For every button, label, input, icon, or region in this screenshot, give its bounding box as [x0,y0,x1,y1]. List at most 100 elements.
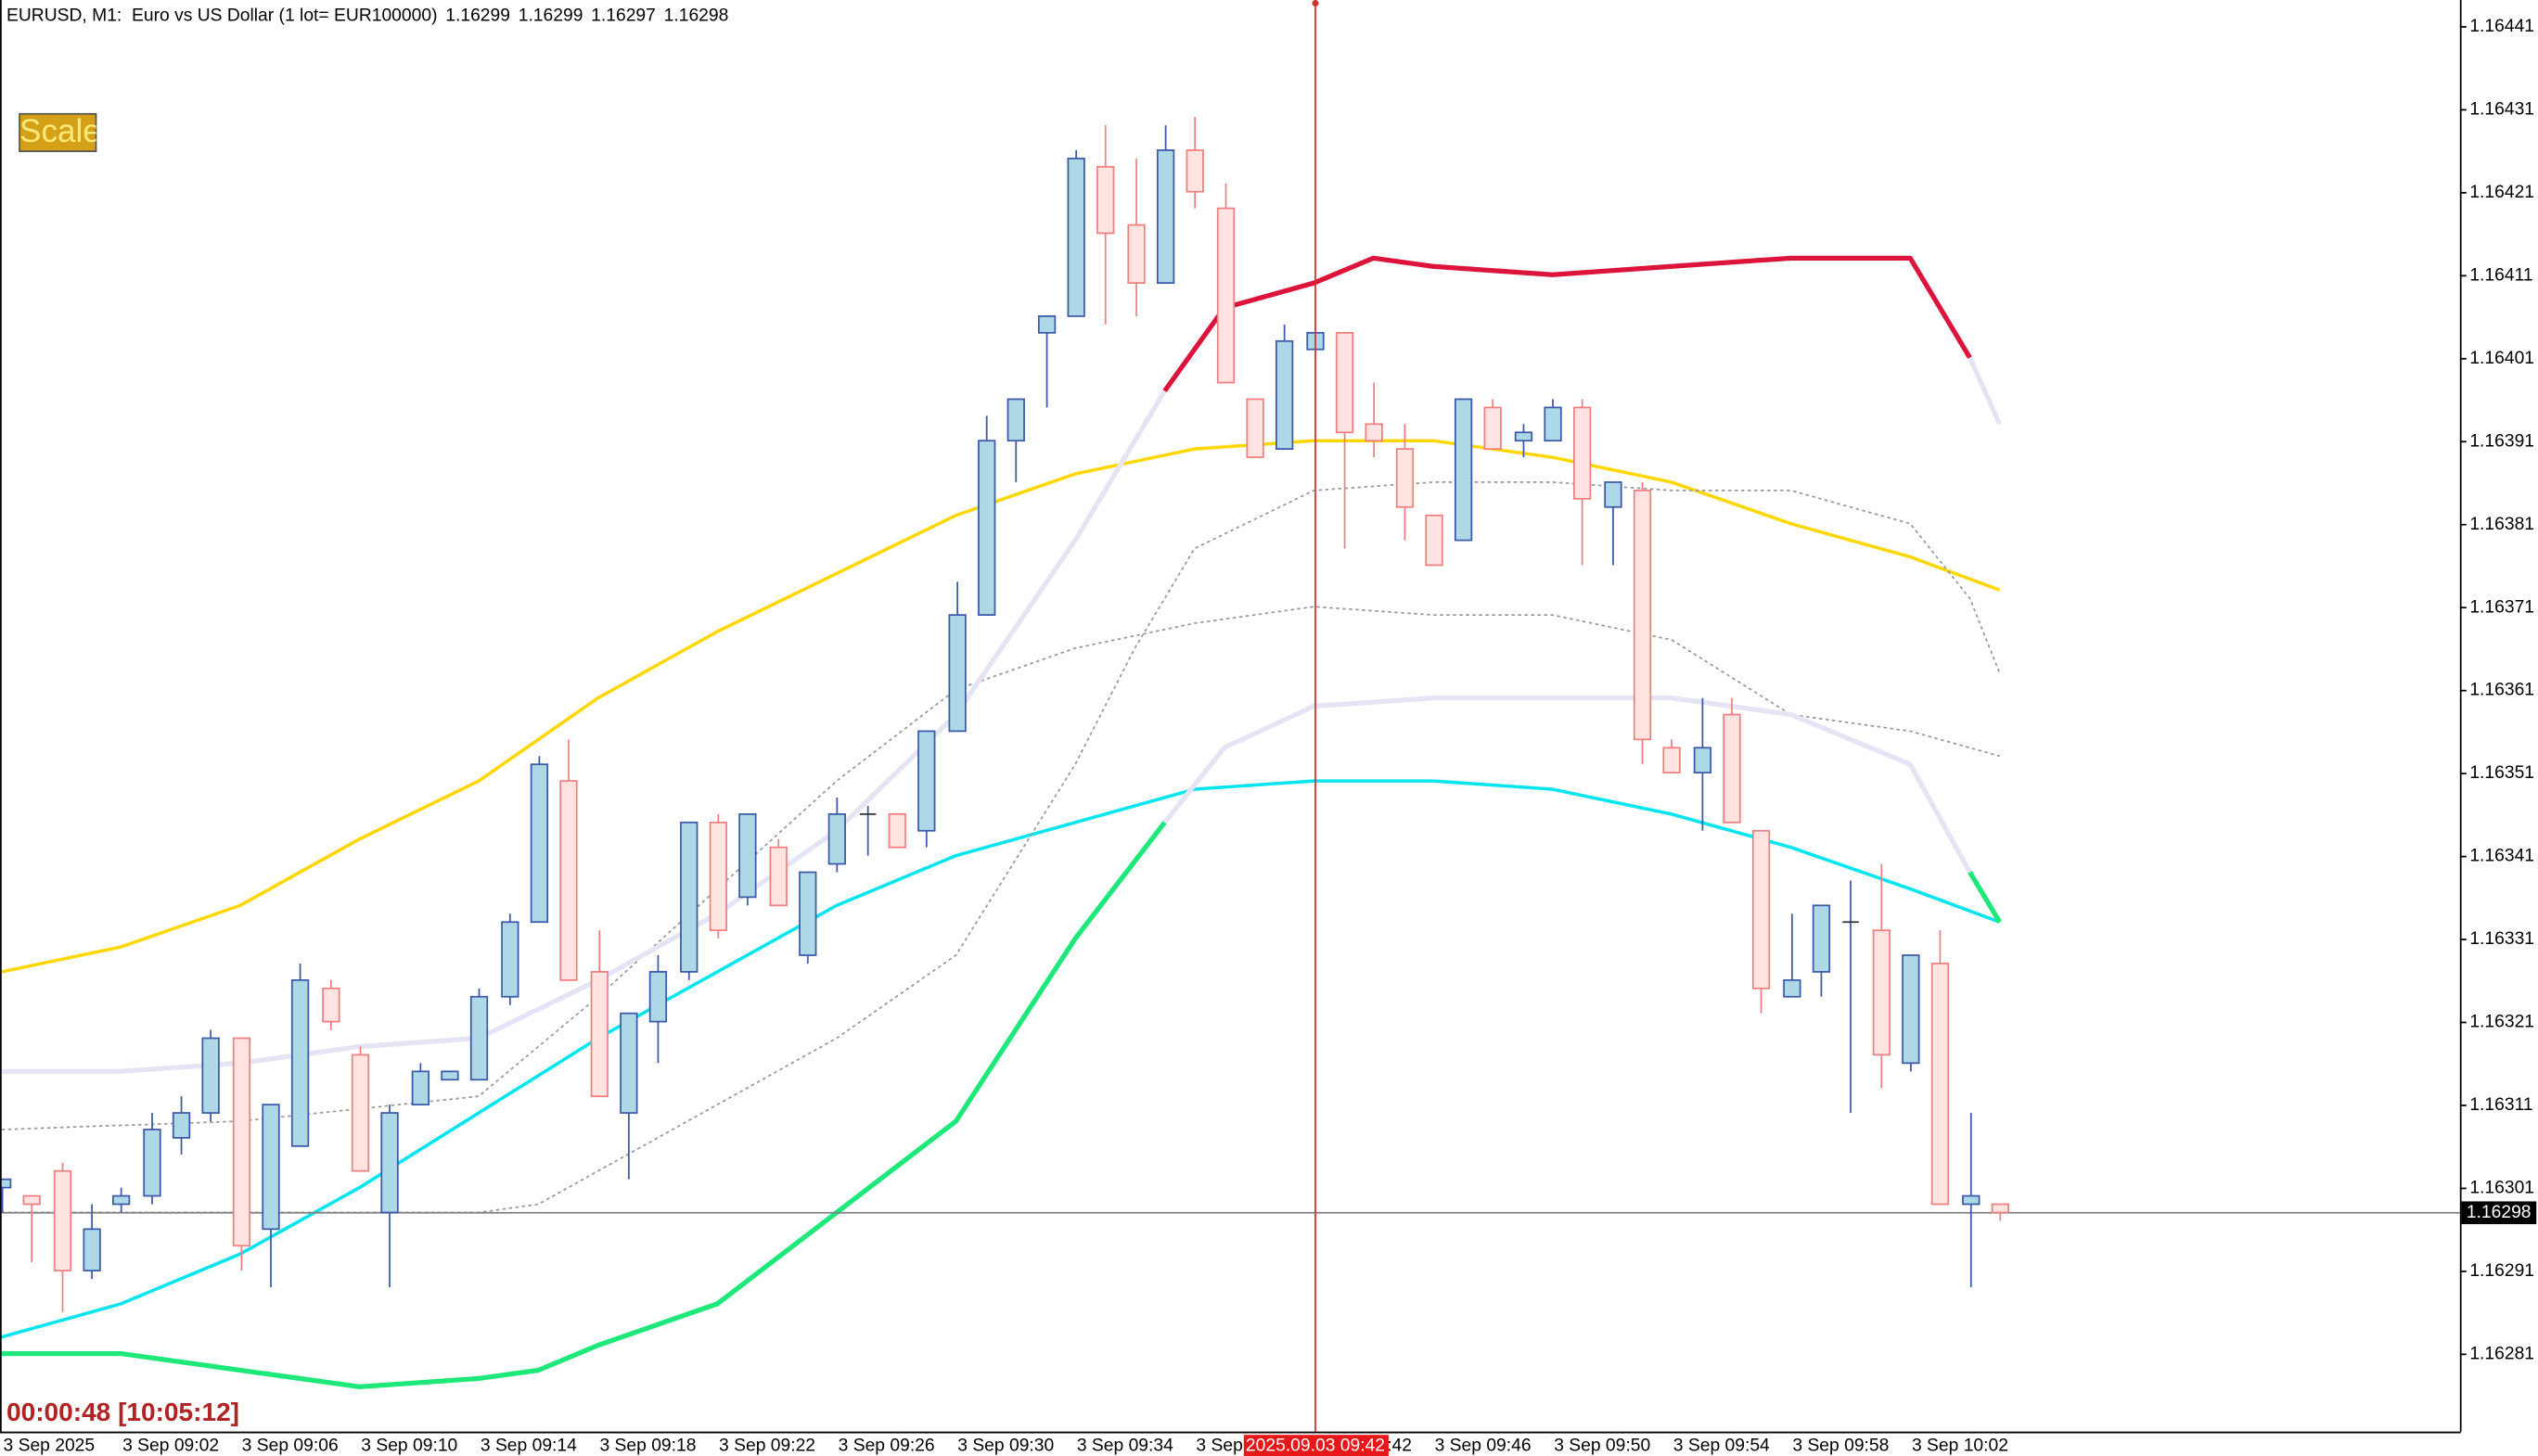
indicator-line [1162,255,1972,393]
header-open: 1.16299 [445,6,510,26]
y-tick-label: 1.16291 [2469,1261,2534,1281]
indicator-line [1968,871,2002,924]
candle-body [1483,406,1502,451]
candle-body [1812,904,1831,973]
candle-body [978,440,996,616]
candle-body [1783,978,1801,998]
candle-body [1096,165,1115,235]
candle-body [799,871,817,956]
candle-body [1751,829,1771,990]
candle-body [1962,1194,1980,1206]
candle-body [1693,747,1712,774]
candle-body [1365,423,1383,442]
candle-body [172,1112,191,1139]
x-tick-label: 3 Sep 09:02 [122,1437,219,1456]
scale-button[interactable] [19,112,97,153]
y-tick-label: 1.16381 [2469,515,2534,534]
candle-body [201,1037,220,1114]
candle-body [53,1169,72,1271]
y-tick-label: 1.16351 [2469,763,2534,783]
bid-label: 1.16298 [2467,1203,2532,1222]
y-tick-label: 1.16341 [2469,847,2534,866]
candle-body [1991,1203,2009,1214]
indicator-line [1,779,2001,1339]
y-tick-label: 1.16301 [2469,1179,2534,1198]
x-tick-label: 3 Sep 09:26 [839,1437,935,1456]
candle-body [1662,747,1681,774]
candle-body [1275,339,1294,451]
candle-body [1723,713,1741,824]
candle-body [1395,448,1415,508]
y-tick-label: 1.16391 [2469,431,2534,451]
y-tick-label: 1.16441 [2469,17,2534,36]
indicator-line [1,821,1167,1389]
candle-body [1246,398,1264,458]
candle-body [1544,406,1562,442]
x-tick-label: 3 Sep 2025 [4,1437,96,1456]
x-tick-label: 3 Sep 09:06 [242,1437,339,1456]
candle-body [1216,207,1236,384]
crosshair-label: 2025.09.03 09:42 [1246,1437,1385,1456]
candle-body [351,1054,370,1172]
x-tick-label: 3 Sep 09:46 [1435,1437,1532,1456]
candle-body [1930,963,1950,1206]
x-tick-label: 3 Sep 09:18 [599,1437,696,1456]
x-tick-label: 3 Sep 09:50 [1554,1437,1650,1456]
candle-body [769,846,788,907]
x-tick-label: 3 Sep 09:30 [957,1437,1054,1456]
candle-body [232,1037,251,1247]
bid-label-bg [2461,1201,2537,1225]
candle-body [1454,398,1473,542]
candle-body [411,1070,430,1105]
candle-body [948,614,967,733]
candle-body [501,921,519,998]
candle-body [22,1194,41,1206]
candle-body [590,971,609,1098]
candle-body [1127,224,1146,285]
crosshair-label-bg [1243,1435,1389,1456]
candle-body [917,730,936,832]
y-tick-label: 1.16361 [2469,681,2534,700]
candle-body [1572,406,1592,500]
y-tick-label: 1.16421 [2469,183,2534,202]
bar-timer: 00:00:48 [10:05:12] [6,1398,239,1426]
candle-body [559,780,578,981]
candle-body [1335,331,1354,434]
candle-body [1902,954,1920,1065]
candle-body [709,821,727,932]
y-tick-label: 1.16411 [2469,265,2532,285]
x-tick-label: 3 Sep 09:34 [1077,1437,1173,1456]
y-tick-label: 1.16431 [2469,100,2534,120]
candle-body [680,821,699,973]
candle-body [1037,315,1057,334]
candle-body [112,1194,131,1206]
candle-body [441,1070,459,1081]
candle-body [827,813,846,865]
x-tick-label: 3 Sep 09:14 [481,1437,577,1456]
candle-body [1186,149,1204,193]
indicator-line [1162,695,1972,874]
indicator-line [1968,356,2003,426]
header-high: 1.16299 [519,6,583,26]
header-low: 1.16297 [591,6,656,26]
candle-body [738,813,757,899]
x-tick-label: 3 Sep 10:02 [1912,1437,2008,1456]
scale-button-label[interactable]: Scale [19,113,101,149]
candle-body [83,1228,101,1271]
candle-body [530,763,549,924]
candle-body [1067,158,1085,317]
x-tick-label: 3 Sep 09:22 [719,1437,815,1456]
candle-body [290,978,310,1147]
plot-area [0,117,2460,1389]
y-tick-label: 1.16371 [2469,597,2534,617]
candle-body [1425,514,1443,567]
candle-body [262,1104,280,1231]
y-tick-label: 1.16321 [2469,1013,2534,1032]
crosshair-dot [1312,0,1319,7]
y-tick-label: 1.16281 [2469,1344,2534,1363]
candle-body [1006,398,1025,442]
indicator-line [1,439,2001,974]
x-tick-label: 3 Sep 09:58 [1792,1437,1889,1456]
